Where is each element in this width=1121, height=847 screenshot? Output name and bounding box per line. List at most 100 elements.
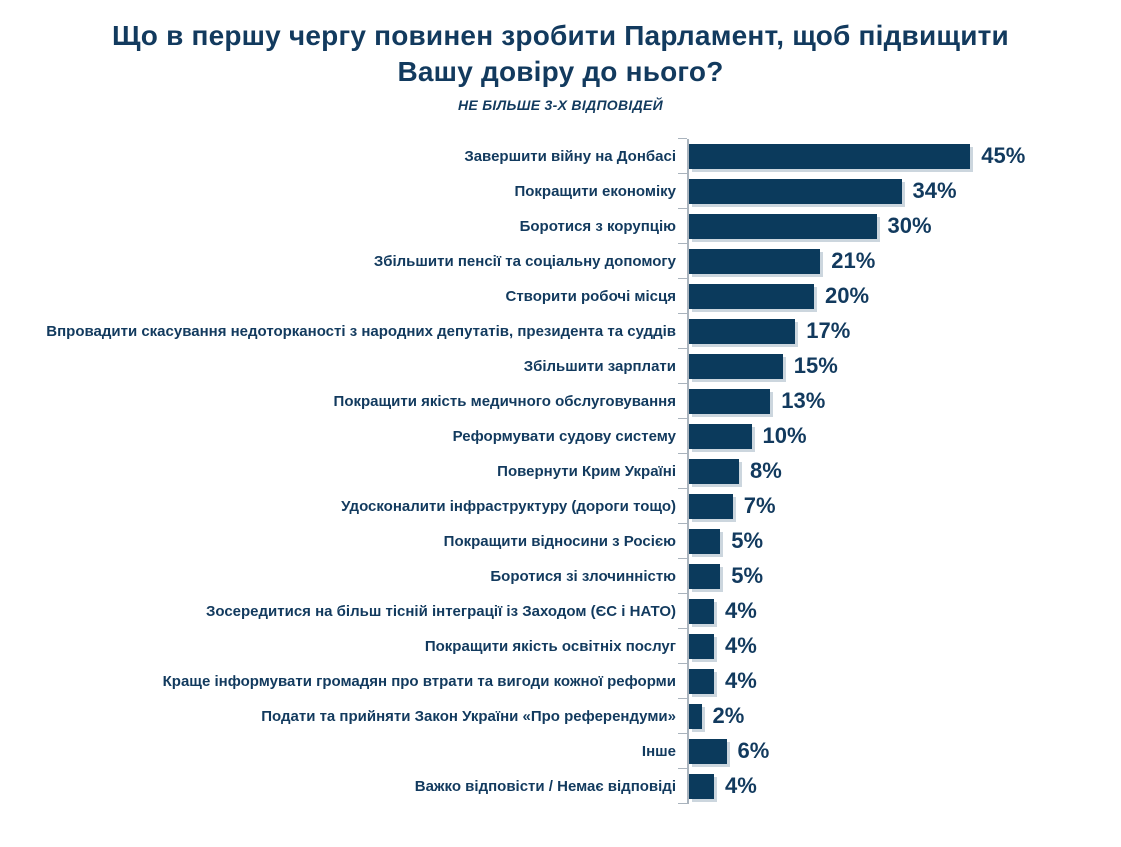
value-label: 4% <box>725 773 757 799</box>
value-label: 2% <box>712 703 745 729</box>
value-label: 4% <box>725 668 757 694</box>
bar-row: Удосконалити інфраструктуру (дороги тощо… <box>0 487 1121 524</box>
bar-row: Реформувати судову систему 10% <box>0 417 1121 454</box>
bar <box>689 353 783 379</box>
category-label: Краще інформувати громадян про втрати та… <box>162 672 676 690</box>
chart-header: Що в першу чергу повинен зробити Парламе… <box>0 0 1121 113</box>
category-label: Покращити якість медичного обслуговуванн… <box>333 392 676 410</box>
bar <box>689 423 752 449</box>
bar <box>689 703 702 729</box>
value-label: 17% <box>806 318 851 344</box>
bar-row: Покращити якість освітніх послуг 4% <box>0 627 1121 664</box>
value-label: 5% <box>731 528 764 554</box>
value-label: 6% <box>737 738 770 764</box>
value-label: 5% <box>731 563 764 589</box>
axis-cell: 20% <box>678 277 1121 314</box>
bar <box>689 493 733 519</box>
value-label: 10% <box>762 423 807 449</box>
category-label: Збільшити пенсії та соціальну допомогу <box>373 252 676 270</box>
category-label: Боротися з корупцію <box>519 217 676 235</box>
bar-row: Покращити якість медичного обслуговуванн… <box>0 382 1121 419</box>
category-label: Реформувати судову систему <box>452 427 676 445</box>
bar-row: Завершити війну на Донбасі 45% <box>0 137 1121 174</box>
value-label: 15% <box>793 353 838 379</box>
axis-cell: 8% <box>678 452 1121 489</box>
axis-cell: 13% <box>678 382 1121 419</box>
bar-row: Збільшити пенсії та соціальну допомогу 2… <box>0 242 1121 279</box>
bar-row: Важко відповісти / Немає відповіді 4% <box>0 767 1121 804</box>
axis-cell: 5% <box>678 557 1121 594</box>
category-label: Завершити війну на Донбасі <box>464 147 676 165</box>
axis-cell: 34% <box>678 172 1121 209</box>
value-label: 20% <box>825 283 870 309</box>
value-label: 4% <box>725 598 757 624</box>
bar-row: Впровадити скасування недоторканості з н… <box>0 312 1121 349</box>
axis-cell: 4% <box>678 662 1121 699</box>
value-label: 45% <box>981 143 1026 169</box>
bar <box>689 178 902 204</box>
category-label: Подати та прийняти Закон України «Про ре… <box>261 707 676 725</box>
bar <box>689 668 714 694</box>
axis-cell: 6% <box>678 732 1121 769</box>
bar-row: Інше 6% <box>0 732 1121 769</box>
bar <box>689 528 721 554</box>
category-label: Удосконалити інфраструктуру (дороги тощо… <box>341 497 676 515</box>
bar <box>689 248 821 274</box>
bar-row: Боротися зі злочинністю 5% <box>0 557 1121 594</box>
chart-title: Що в першу чергу повинен зробити Парламе… <box>112 20 1009 87</box>
bar-row: Боротися з корупцію 30% <box>0 207 1121 244</box>
value-label: 30% <box>887 213 932 239</box>
category-label: Зосередитися на більш тісній інтеграції … <box>205 602 676 620</box>
axis-cell: 4% <box>678 627 1121 664</box>
bar <box>689 143 971 169</box>
category-label: Боротися зі злочинністю <box>490 567 676 585</box>
bar <box>689 458 739 484</box>
bar-row: Збільшити зарплати 15% <box>0 347 1121 384</box>
value-label: 21% <box>831 248 876 274</box>
axis-cell: 30% <box>678 207 1121 244</box>
bar <box>689 388 771 414</box>
bar <box>689 563 721 589</box>
axis-cell: 17% <box>678 312 1121 349</box>
category-label: Інше <box>641 742 676 760</box>
axis-cell: 2% <box>678 697 1121 734</box>
category-label: Створити робочі місця <box>505 287 677 305</box>
category-label: Покращити якість освітніх послуг <box>424 637 676 655</box>
category-label: Покращити економіку <box>514 182 676 200</box>
category-label: Впровадити скасування недоторканості з н… <box>46 322 676 340</box>
category-label: Повернути Крим Україні <box>497 462 676 480</box>
bar <box>689 318 796 344</box>
axis-cell: 45% <box>678 137 1121 174</box>
bar <box>689 598 714 624</box>
bar-row: Краще інформувати громадян про втрати та… <box>0 662 1121 699</box>
axis-cell: 4% <box>678 592 1121 629</box>
bar-row: Повернути Крим Україні 8% <box>0 452 1121 489</box>
chart-subtitle: НЕ БІЛЬШЕ 3-Х ВІДПОВІДЕЙ <box>457 96 664 113</box>
bar <box>689 773 714 799</box>
axis-cell: 21% <box>678 242 1121 279</box>
axis-cell: 7% <box>678 487 1121 524</box>
axis-cell: 10% <box>678 417 1121 454</box>
value-label: 4% <box>725 633 757 659</box>
bar-row: Створити робочі місця 20% <box>0 277 1121 314</box>
bar-row: Зосередитися на більш тісній інтеграції … <box>0 592 1121 629</box>
category-label: Важко відповісти / Немає відповіді <box>414 777 676 795</box>
value-label: 13% <box>781 388 826 414</box>
bar-row: Покращити відносини з Росією 5% <box>0 522 1121 559</box>
bar-row: Покращити економіку 34% <box>0 172 1121 209</box>
category-label: Покращити відносини з Росією <box>443 532 676 550</box>
axis-cell: 4% <box>678 767 1121 804</box>
bar <box>689 283 814 309</box>
axis-cell: 15% <box>678 347 1121 384</box>
bar <box>689 213 877 239</box>
bar <box>689 738 727 764</box>
value-label: 8% <box>750 458 782 484</box>
category-label: Збільшити зарплати <box>523 357 676 375</box>
bar-chart: Завершити війну на Донбасі 45% Покращити… <box>0 137 1121 804</box>
bar-row: Подати та прийняти Закон України «Про ре… <box>0 697 1121 734</box>
value-label: 7% <box>743 493 776 519</box>
bar <box>689 633 714 659</box>
axis-cell: 5% <box>678 522 1121 559</box>
value-label: 34% <box>912 178 957 204</box>
